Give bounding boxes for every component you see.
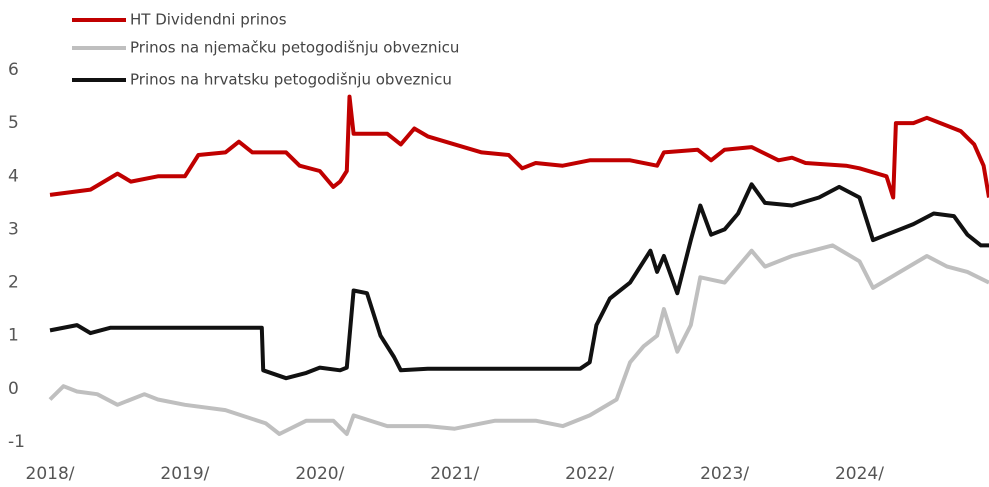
x-tick-label: 2024/ <box>835 464 884 484</box>
y-tick-label: 6 <box>8 60 19 80</box>
legend-label: Prinos na hrvatsku petogodišnju obveznic… <box>130 71 452 89</box>
legend-label: Prinos na njemačku petogodišnju obveznic… <box>130 39 459 57</box>
x-tick-label: 2022/ <box>565 464 614 484</box>
legend-label: HT Dividendni prinos <box>130 11 287 29</box>
y-tick-label: -1 <box>8 432 25 452</box>
x-tick-label: 2023/ <box>700 464 749 484</box>
y-tick-label: 0 <box>8 379 19 399</box>
x-tick-label: 2020/ <box>295 464 344 484</box>
x-tick-label: 2018/ <box>26 464 75 484</box>
x-tick-label: 2019/ <box>160 464 209 484</box>
y-tick-label: 5 <box>8 113 19 133</box>
line-series <box>48 243 989 436</box>
x-tick-label: 2021/ <box>430 464 479 484</box>
y-tick-label: 3 <box>8 219 19 239</box>
y-tick-label: 2 <box>8 273 19 293</box>
line-series <box>49 94 989 200</box>
line-series <box>49 182 989 381</box>
y-tick-label: 1 <box>8 326 19 346</box>
y-tick-label: 4 <box>8 166 19 186</box>
